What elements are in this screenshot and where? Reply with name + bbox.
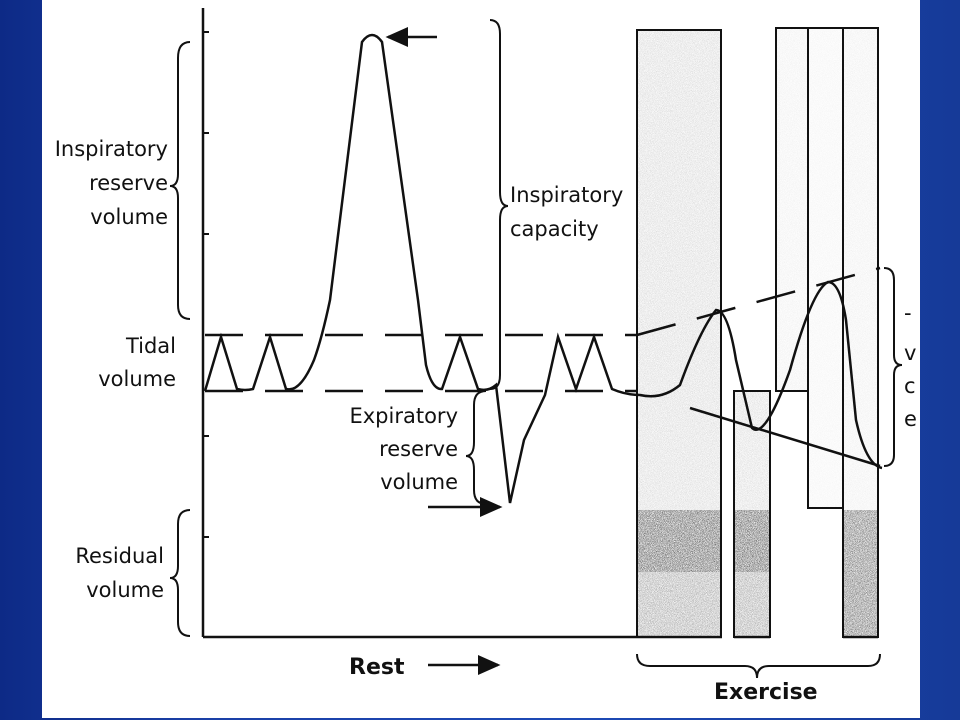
exercise-bar-5 xyxy=(842,27,879,638)
exercise-bars xyxy=(636,27,879,638)
ic-label: Inspiratory capacity xyxy=(510,183,623,241)
right-partial-line3: c xyxy=(904,374,916,398)
braces xyxy=(169,19,903,679)
erv-brace xyxy=(465,390,487,505)
rv-label: Residual volume xyxy=(75,544,164,602)
exercise-bar-1 xyxy=(636,29,722,638)
rv-label-line1: Residual xyxy=(75,544,164,568)
right-brace xyxy=(883,267,903,467)
right-partial-line2: v xyxy=(904,341,916,365)
rv-brace xyxy=(169,509,191,637)
exercise-bar-2 xyxy=(733,390,771,638)
tidal-label-line1: Tidal xyxy=(125,334,176,358)
erv-label-line1: Expiratory xyxy=(349,404,458,428)
right-partial-line1: - xyxy=(904,301,912,325)
exercise-bar-4 xyxy=(807,27,844,509)
exercise-bar-3 xyxy=(775,27,809,392)
ic-label-line1: Inspiratory xyxy=(510,183,623,207)
erv-label: Expiratory reserve volume xyxy=(349,404,458,494)
right-partial-line4: e xyxy=(904,407,917,431)
tidal-reference-lines xyxy=(205,266,881,468)
tidal-label: Tidal volume xyxy=(98,334,176,391)
diagram-panel xyxy=(42,0,920,718)
ic-label-line2: capacity xyxy=(510,217,599,241)
rest-label: Rest xyxy=(349,655,405,680)
irv-label-line1: Inspiratory xyxy=(55,137,168,161)
irv-label-line3: volume xyxy=(90,205,168,229)
y-axis-ticks xyxy=(203,31,209,538)
right-partial-label: - v c e xyxy=(904,301,917,431)
erv-label-line2: reserve xyxy=(379,437,458,461)
rv-label-line2: volume xyxy=(86,578,164,602)
exercise-label: Exercise xyxy=(714,680,818,705)
tidal-label-line2: volume xyxy=(98,367,176,391)
exercise-dash-upper xyxy=(636,266,881,337)
exercise-brace xyxy=(636,653,881,679)
exercise-line-lower xyxy=(689,406,881,468)
ic-brace xyxy=(489,19,509,390)
irv-brace xyxy=(169,41,191,320)
erv-label-line3: volume xyxy=(380,470,458,494)
irv-label: Inspiratory reserve volume xyxy=(55,137,168,229)
irv-label-line2: reserve xyxy=(89,171,168,195)
spirometer-trace xyxy=(203,33,883,504)
